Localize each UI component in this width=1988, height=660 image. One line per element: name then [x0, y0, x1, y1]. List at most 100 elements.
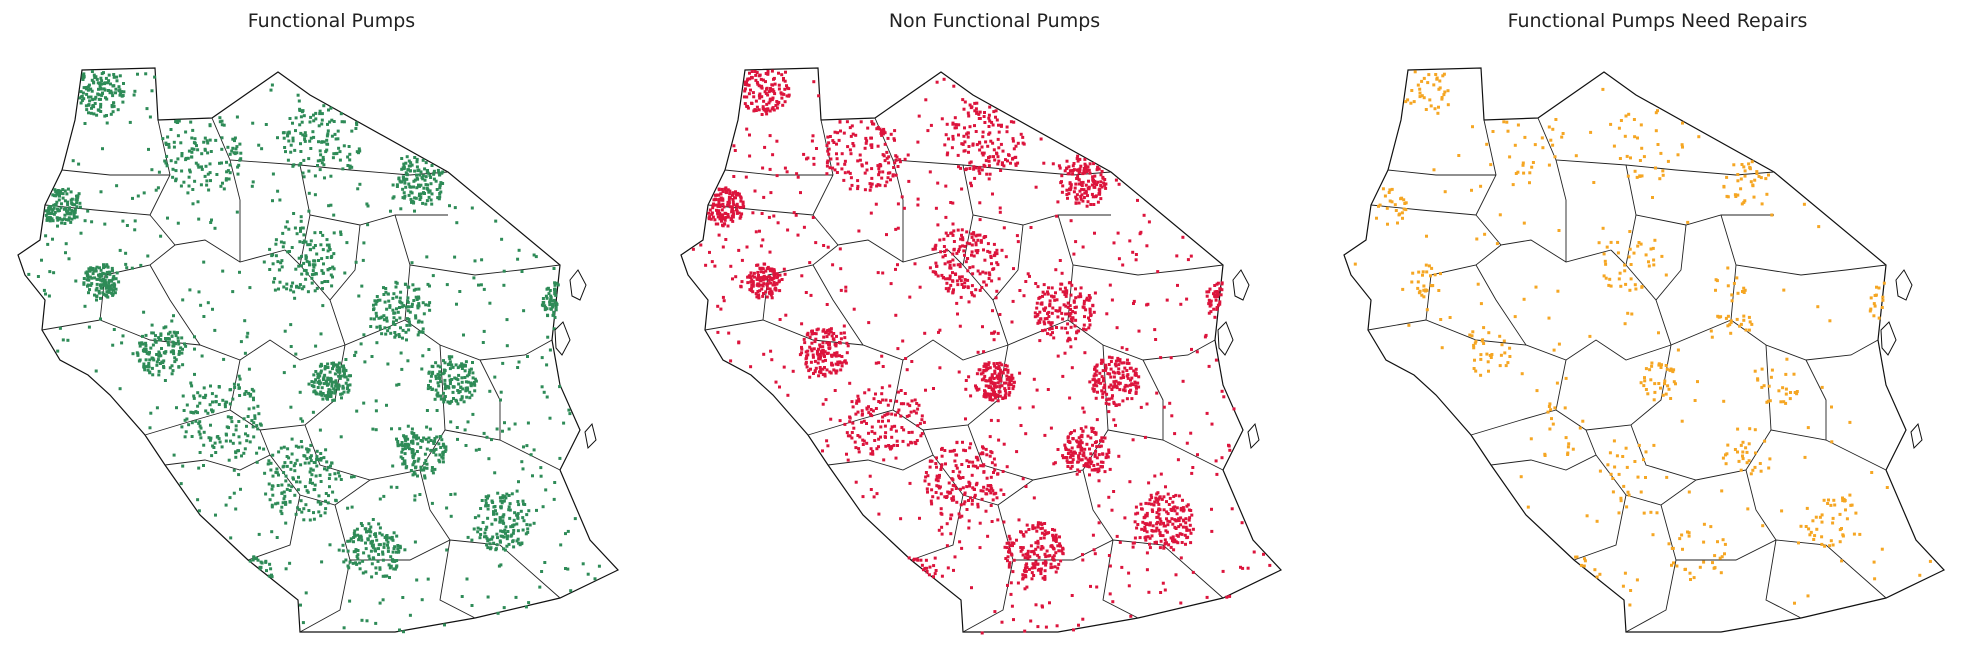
pump-point: [1153, 474, 1157, 478]
pump-point: [1040, 531, 1044, 535]
pump-point: [282, 497, 286, 501]
pump-point: [1069, 453, 1073, 457]
pump-point: [407, 328, 411, 332]
pump-point: [899, 517, 903, 521]
pump-point: [1095, 456, 1099, 460]
pump-point: [782, 267, 786, 271]
pump-point: [403, 181, 407, 185]
pump-point: [1031, 527, 1035, 531]
pump-point: [314, 474, 318, 478]
pump-point: [94, 269, 98, 273]
pump-point: [848, 148, 852, 152]
pump-point: [750, 101, 753, 105]
pump-point: [1134, 512, 1138, 516]
pump-point: [978, 218, 982, 222]
pump-point: [1069, 219, 1073, 223]
pump-point: [719, 196, 723, 200]
pump-point: [502, 283, 506, 287]
pump-point: [415, 298, 419, 301]
pump-point: [1072, 190, 1076, 194]
pump-point: [1052, 538, 1056, 542]
pump-point: [383, 574, 387, 578]
pump-point: [730, 210, 734, 214]
pump-point: [749, 88, 752, 92]
pump-point: [1054, 551, 1058, 555]
pump-point: [282, 490, 286, 494]
pump-point: [1188, 523, 1192, 527]
pump-point: [540, 385, 544, 389]
pump-point: [1004, 363, 1007, 367]
pump-point: [517, 248, 521, 252]
pump-point: [352, 475, 356, 479]
pump-point: [1121, 370, 1125, 374]
pump-point: [105, 275, 109, 279]
pump-point: [1130, 376, 1134, 380]
pump-point: [760, 266, 764, 270]
pump-point: [61, 196, 65, 200]
pump-point: [916, 203, 920, 207]
pump-point: [309, 147, 313, 150]
pump-point: [1215, 291, 1219, 295]
pump-point: [985, 379, 989, 383]
pump-point: [1146, 535, 1150, 539]
pump-point: [86, 284, 89, 288]
pump-point: [1043, 308, 1047, 312]
pump-point: [327, 477, 331, 480]
pump-point: [774, 103, 778, 107]
pump-point: [332, 231, 336, 235]
pump-point: [69, 198, 73, 202]
pump-point: [1074, 201, 1078, 205]
pump-point: [406, 299, 410, 303]
pump-point: [1098, 371, 1102, 375]
pump-point: [1088, 456, 1092, 460]
pump-point: [1105, 452, 1109, 456]
pump-point: [951, 495, 955, 499]
pump-point: [1107, 402, 1111, 406]
pump-point: [959, 279, 963, 283]
pump-point: [517, 503, 521, 507]
pump-point: [418, 493, 422, 496]
pump-point: [552, 310, 556, 314]
pump-point: [914, 411, 918, 415]
pump-point: [442, 450, 445, 454]
pump-point: [552, 497, 556, 501]
pump-point: [498, 496, 502, 500]
pump-point: [337, 361, 341, 365]
pump-point: [488, 547, 492, 551]
pump-point: [770, 358, 774, 362]
pump-point: [1175, 512, 1179, 516]
pump-point: [1097, 378, 1101, 382]
pump-point: [473, 259, 477, 263]
pump-point: [396, 310, 400, 314]
pump-point: [67, 257, 71, 261]
pump-point: [968, 125, 972, 129]
pump-point: [378, 526, 382, 530]
pump-point: [179, 141, 183, 145]
pump-point: [929, 459, 933, 463]
pump-point: [399, 290, 403, 294]
pump-point: [777, 83, 781, 87]
pump-point: [717, 187, 721, 191]
pump-point: [1093, 441, 1097, 445]
pump-point: [282, 471, 286, 474]
pump-point: [44, 234, 48, 238]
pump-point: [276, 136, 279, 140]
pump-point: [1009, 581, 1013, 585]
pump-point: [870, 425, 874, 429]
pump-point: [973, 176, 977, 180]
pump-point: [418, 198, 422, 201]
pump-point: [107, 289, 111, 293]
pump-point: [564, 567, 567, 570]
pump-point: [872, 495, 876, 499]
pump-point: [877, 419, 881, 423]
pump-point: [1087, 298, 1091, 302]
pump-point: [514, 595, 518, 599]
pump-point: [824, 398, 828, 402]
pump-point: [238, 158, 242, 162]
pump-point: [867, 405, 870, 409]
pump-point: [896, 347, 900, 351]
pump-point: [1110, 396, 1114, 400]
pump-point: [1123, 366, 1127, 370]
pump-point: [101, 271, 105, 275]
pump-point: [1011, 156, 1015, 160]
